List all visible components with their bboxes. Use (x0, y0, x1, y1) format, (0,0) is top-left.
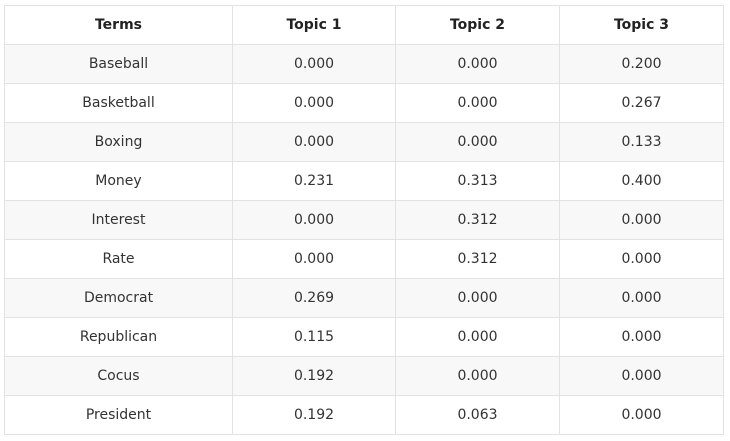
table-row: Basketball 0.000 0.000 0.267 (4, 83, 724, 123)
topic-1-cell: 0.192 (232, 356, 396, 396)
topic-3-cell: 0.400 (559, 161, 724, 201)
topic-1-cell: 0.000 (232, 122, 396, 162)
term-cell: Republican (4, 317, 233, 357)
topic-3-cell: 0.000 (559, 278, 724, 318)
topic-2-cell: 0.000 (395, 278, 560, 318)
table-row: Republican 0.115 0.000 0.000 (4, 317, 724, 357)
topic-2-cell: 0.000 (395, 44, 560, 84)
topic-2-cell: 0.000 (395, 356, 560, 396)
topic-3-cell: 0.000 (559, 200, 724, 240)
topic-2-cell: 0.313 (395, 161, 560, 201)
topic-3-cell: 0.133 (559, 122, 724, 162)
table-row: Baseball 0.000 0.000 0.200 (4, 44, 724, 84)
table-body: Baseball 0.000 0.000 0.200 Basketball 0.… (4, 44, 724, 435)
term-cell: Interest (4, 200, 233, 240)
topic-2-cell: 0.312 (395, 239, 560, 279)
header-terms: Terms (4, 5, 233, 45)
topic-1-cell: 0.000 (232, 239, 396, 279)
topic-3-cell: 0.000 (559, 356, 724, 396)
table-row: Democrat 0.269 0.000 0.000 (4, 278, 724, 318)
term-cell: Baseball (4, 44, 233, 84)
topic-1-cell: 0.000 (232, 200, 396, 240)
table-row: Boxing 0.000 0.000 0.133 (4, 122, 724, 162)
table-row: Rate 0.000 0.312 0.000 (4, 239, 724, 279)
topic-1-cell: 0.115 (232, 317, 396, 357)
topic-2-cell: 0.000 (395, 317, 560, 357)
term-cell: Money (4, 161, 233, 201)
topic-3-cell: 0.000 (559, 395, 724, 435)
topic-2-cell: 0.312 (395, 200, 560, 240)
table-row: Money 0.231 0.313 0.400 (4, 161, 724, 201)
topic-3-cell: 0.000 (559, 239, 724, 279)
topic-3-cell: 0.267 (559, 83, 724, 123)
table-header: Terms Topic 1 Topic 2 Topic 3 (4, 5, 724, 45)
term-cell: Cocus (4, 356, 233, 396)
term-cell: President (4, 395, 233, 435)
topic-1-cell: 0.269 (232, 278, 396, 318)
topic-term-table-container: Terms Topic 1 Topic 2 Topic 3 Baseball 0… (4, 5, 724, 435)
term-cell: Democrat (4, 278, 233, 318)
topic-3-cell: 0.200 (559, 44, 724, 84)
table-row: Cocus 0.192 0.000 0.000 (4, 356, 724, 396)
header-topic-3: Topic 3 (559, 5, 724, 45)
header-topic-2: Topic 2 (395, 5, 560, 45)
topic-2-cell: 0.000 (395, 83, 560, 123)
term-cell: Rate (4, 239, 233, 279)
topic-1-cell: 0.000 (232, 83, 396, 123)
term-cell: Basketball (4, 83, 233, 123)
topic-1-cell: 0.192 (232, 395, 396, 435)
topic-1-cell: 0.000 (232, 44, 396, 84)
table-row: President 0.192 0.063 0.000 (4, 395, 724, 435)
header-topic-1: Topic 1 (232, 5, 396, 45)
topic-term-table: Terms Topic 1 Topic 2 Topic 3 Baseball 0… (4, 5, 724, 435)
term-cell: Boxing (4, 122, 233, 162)
topic-3-cell: 0.000 (559, 317, 724, 357)
header-row: Terms Topic 1 Topic 2 Topic 3 (4, 5, 724, 45)
table-row: Interest 0.000 0.312 0.000 (4, 200, 724, 240)
topic-2-cell: 0.000 (395, 122, 560, 162)
topic-1-cell: 0.231 (232, 161, 396, 201)
topic-2-cell: 0.063 (395, 395, 560, 435)
